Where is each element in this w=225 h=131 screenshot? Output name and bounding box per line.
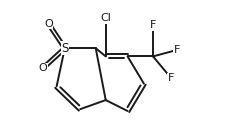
Text: F: F [149, 20, 155, 31]
Text: O: O [38, 63, 47, 73]
Text: Cl: Cl [100, 13, 111, 23]
Text: F: F [173, 45, 179, 55]
Text: O: O [44, 19, 53, 29]
Text: F: F [167, 73, 174, 83]
Text: S: S [61, 42, 68, 55]
